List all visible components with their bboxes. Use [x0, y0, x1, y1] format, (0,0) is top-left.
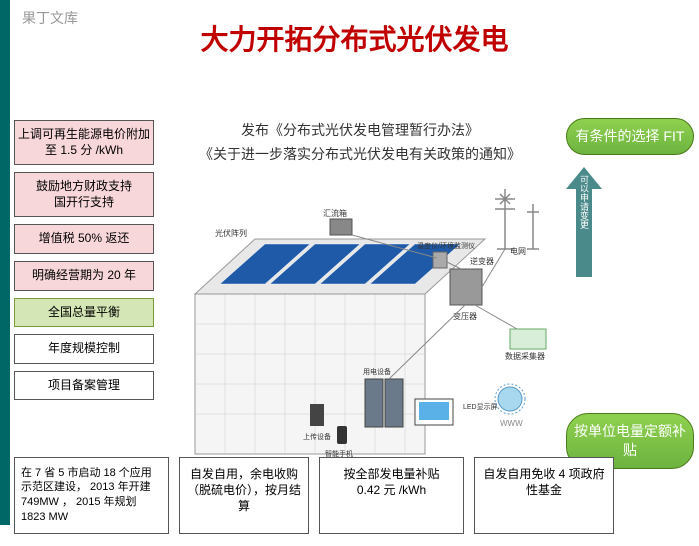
main-area: 上调可再生能源电价附加至 1.5 分 /kWh 鼓励地方财政支持 国开行支持增值税…: [10, 66, 699, 546]
label-pv: 光伏阵列: [215, 228, 247, 238]
left-box-2: 增值税 50% 返还: [14, 224, 154, 254]
left-policy-column: 上调可再生能源电价附加至 1.5 分 /kWh 鼓励地方财政支持 国开行支持增值税…: [14, 120, 154, 407]
svg-text:可以申请变更: 可以申请变更: [579, 175, 589, 230]
bottom-box-3: 自发自用免收 4 项政府性基金: [474, 457, 614, 534]
arrow-up-icon: 可以申请变更: [566, 167, 602, 277]
label-led: LED显示屏: [463, 403, 498, 411]
label-combiner: 汇流箱: [323, 208, 347, 218]
label-upstream: 上传设备: [303, 432, 331, 441]
bottom-row: 在 7 省 5 市启动 18 个应用示范区建设， 2013 年开建 749MW …: [14, 457, 694, 534]
badge-fit: 有条件的选择 FIT: [566, 118, 694, 155]
bottom-box-0: 在 7 省 5 市启动 18 个应用示范区建设， 2013 年开建 749MW …: [14, 457, 169, 534]
center-column: 发布《分布式光伏发电管理暂行办法》 《关于进一步落实分布式光伏发电有关政策的通知…: [165, 120, 555, 469]
left-box-6: 项目备案管理: [14, 371, 154, 401]
label-www: WWW: [500, 419, 523, 428]
bottom-box-1: 自发自用，余电收购（脱硫电价），按月结算: [179, 457, 309, 534]
watermark: 果丁文库: [22, 8, 78, 28]
policy-line-1: 发布《分布式光伏发电管理暂行办法》: [165, 120, 555, 140]
left-box-5: 年度规模控制: [14, 334, 154, 364]
left-box-0: 上调可再生能源电价附加至 1.5 分 /kWh: [14, 120, 154, 165]
left-box-4: 全国总量平衡: [14, 298, 154, 328]
label-collector: 数据采集器: [505, 351, 545, 361]
bottom-box-2: 按全部发电量补贴 0.42 元 /kWh: [319, 457, 464, 534]
policy-line-2: 《关于进一步落实分布式光伏发电有关政策的通知》: [165, 144, 555, 164]
right-column: 有条件的选择 FIT 可以申请变更 按单位电量定额补贴: [566, 118, 694, 475]
label-monitor: 温度仪/环境监测仪: [417, 241, 475, 250]
solar-pv-diagram: 光伏阵列 汇流箱 温度仪/环境监测仪 逆变器 变压器 电网 数据采集器 用电设备: [165, 174, 555, 464]
page-title: 大力开拓分布式光伏发电: [10, 0, 699, 58]
label-grid: 电网: [510, 246, 526, 256]
left-box-3: 明确经营期为 20 年: [14, 261, 154, 291]
left-box-1: 鼓励地方财政支持 国开行支持: [14, 172, 154, 217]
label-inverter: 逆变器: [470, 256, 494, 266]
label-equip: 用电设备: [363, 367, 391, 376]
